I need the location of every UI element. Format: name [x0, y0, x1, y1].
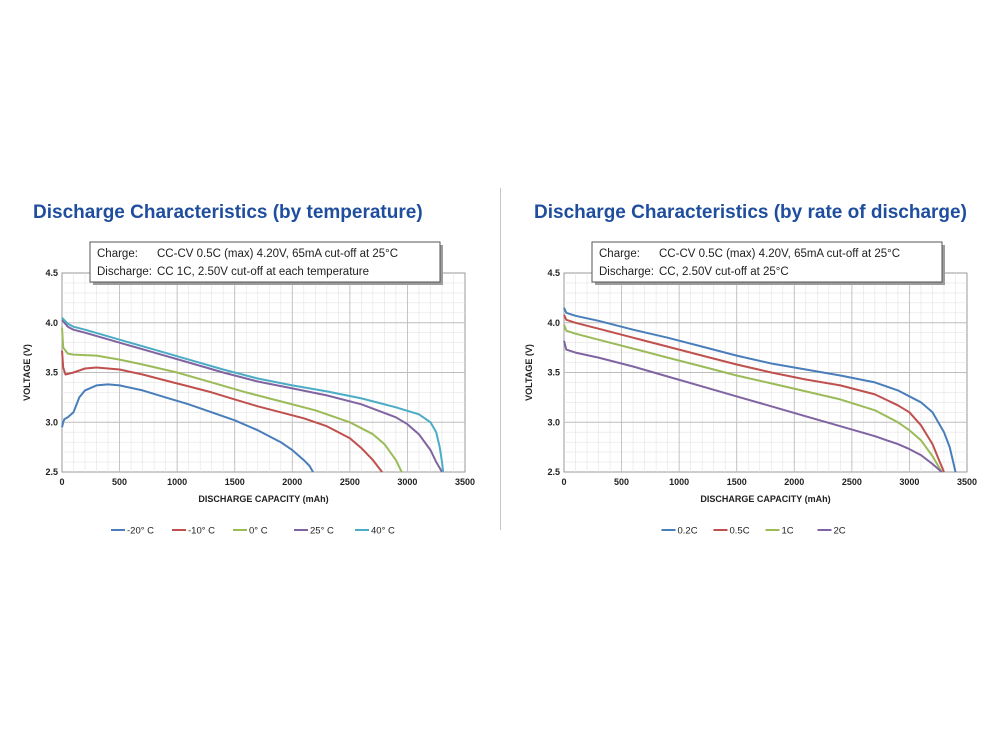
series-line-1 [61, 350, 383, 473]
temperature-chart: 0 500 1000 1500 2000 2500 3000 3500 2.5 3.0 3.5 4.0… [22, 241, 475, 537]
x-tick-label: 2000 [784, 477, 804, 487]
legend-label-4: 40° C [371, 526, 395, 537]
chart-divider [500, 188, 501, 530]
chart-title-rate: Discharge Characteristics (by rate of di… [534, 202, 967, 223]
y-tick-label: 3.0 [45, 417, 58, 427]
x-tick-label: 500 [614, 477, 629, 487]
note-discharge-label: Discharge: [97, 266, 152, 278]
y-tick-label: 4.0 [45, 318, 58, 328]
legend-label-3: 2C [834, 526, 846, 537]
x-tick-label: 2000 [282, 477, 302, 487]
x-tick-label: 0 [59, 477, 64, 487]
note-discharge-label: Discharge: [599, 266, 654, 278]
series-line-2 [61, 327, 403, 473]
note-box [591, 241, 943, 283]
rate-chart: 0 500 1000 1500 2000 2500 3000 3500 2.5 3.0 3.5 4.0… [524, 241, 977, 537]
x-tick-label: 0 [561, 477, 566, 487]
note-charge-value: CC-CV 0.5C (max) 4.20V, 65mA cut-off at … [157, 248, 398, 260]
series-line-2 [563, 324, 943, 473]
legend-label-1: 0.5C [730, 526, 750, 537]
note-charge-label: Charge: [97, 248, 138, 260]
y-tick-label: 2.5 [45, 467, 58, 477]
x-tick-label: 3000 [397, 477, 417, 487]
x-tick-label: 2500 [842, 477, 862, 487]
y-tick-label: 4.5 [45, 268, 58, 278]
y-tick-label: 2.5 [547, 467, 560, 477]
x-tick-label: 2500 [340, 477, 360, 487]
note-charge-value: CC-CV 0.5C (max) 4.20V, 65mA cut-off at … [659, 248, 900, 260]
series-line-0 [563, 307, 957, 473]
y-tick-label: 3.5 [45, 368, 58, 378]
legend-label-2: 0° C [249, 526, 268, 537]
x-tick-label: 500 [112, 477, 127, 487]
series-line-3 [563, 340, 943, 473]
note-discharge-value: CC, 2.50V cut-off at 25°C [659, 266, 789, 278]
x-tick-label: 1000 [669, 477, 689, 487]
legend-label-3: 25° C [310, 526, 334, 537]
x-tick-label: 1500 [225, 477, 245, 487]
x-tick-label: 3000 [899, 477, 919, 487]
legend-label-0: 0.2C [678, 526, 698, 537]
y-tick-label: 4.0 [547, 318, 560, 328]
series-line-3 [61, 319, 443, 473]
x-axis-label: DISCHARGE CAPACITY (mAh) [198, 494, 328, 504]
legend-label-1: -10° C [188, 526, 215, 537]
x-tick-label: 3500 [455, 477, 475, 487]
series-line-0 [61, 383, 314, 473]
legend-label-2: 1C [782, 526, 794, 537]
x-tick-label: 1500 [727, 477, 747, 487]
note-charge-label: Charge: [599, 248, 640, 260]
series-line-1 [563, 314, 945, 473]
y-axis-label: VOLTAGE (V) [524, 344, 534, 401]
note-box [89, 241, 441, 283]
y-tick-label: 3.5 [547, 368, 560, 378]
legend-label-0: -20° C [127, 526, 154, 537]
x-axis-label: DISCHARGE CAPACITY (mAh) [700, 494, 830, 504]
series-line-4 [61, 317, 445, 473]
x-tick-label: 3500 [957, 477, 977, 487]
chart-title-temperature: Discharge Characteristics (by temperatur… [33, 202, 423, 223]
y-axis-label: VOLTAGE (V) [22, 344, 32, 401]
x-tick-label: 1000 [167, 477, 187, 487]
y-tick-label: 3.0 [547, 417, 560, 427]
note-discharge-value: CC 1C, 2.50V cut-off at each temperature [157, 266, 369, 278]
y-tick-label: 4.5 [547, 268, 560, 278]
